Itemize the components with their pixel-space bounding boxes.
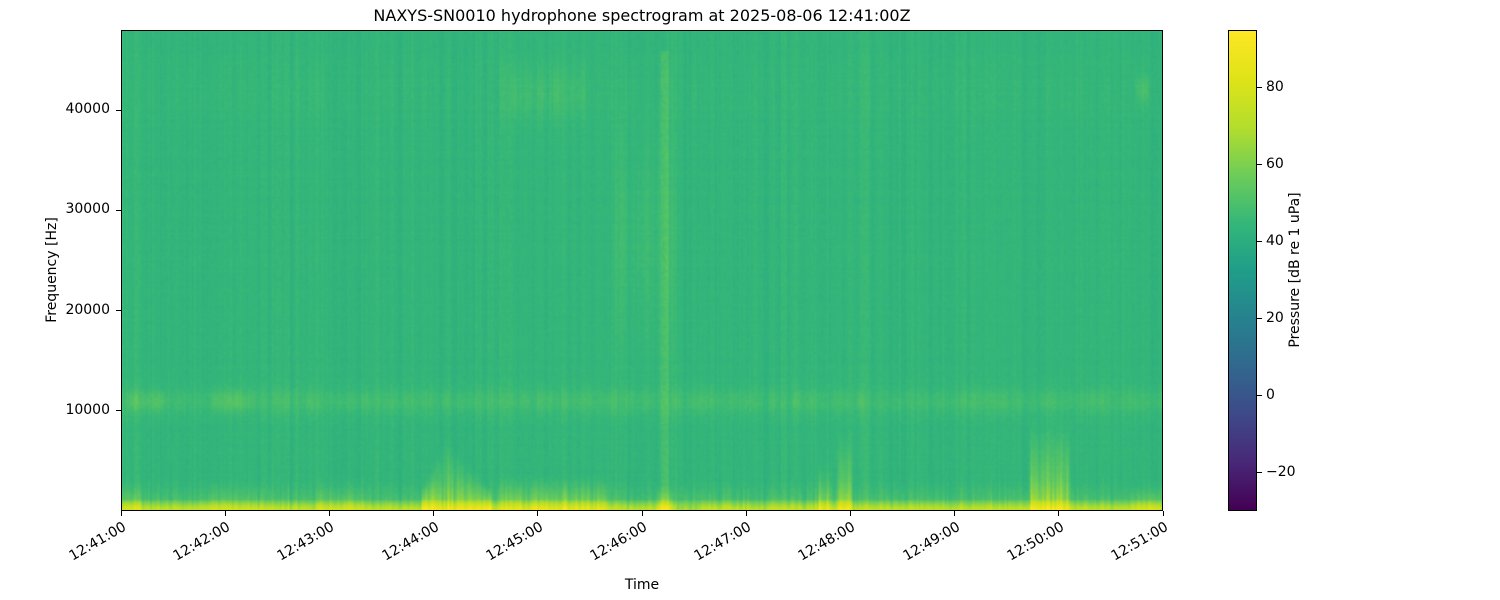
chart-title: NAXYS-SN0010 hydrophone spectrogram at 2… [373, 6, 911, 25]
x-tick-mark [849, 511, 851, 516]
x-tick-mark [120, 511, 122, 516]
colorbar-tick-mark [1257, 472, 1262, 474]
y-tick-mark [116, 310, 121, 312]
x-axis-label: Time [624, 577, 660, 593]
x-tick-mark [641, 511, 643, 516]
x-tick-mark [1162, 511, 1164, 516]
colorbar-tick-label: −20 [1266, 463, 1296, 480]
colorbar [1228, 30, 1257, 511]
y-tick-label: 30000 [65, 201, 110, 218]
colorbar-label: Pressure [dB re 1 uPa] [1287, 192, 1303, 348]
x-tick-mark [433, 511, 435, 516]
x-tick-mark [954, 511, 956, 516]
colorbar-tick-label: 0 [1266, 386, 1275, 403]
y-tick-mark [116, 109, 121, 111]
y-tick-label: 40000 [65, 101, 110, 118]
x-tick-mark [537, 511, 539, 516]
y-tick-mark [116, 209, 121, 211]
colorbar-tick-label: 20 [1266, 309, 1284, 326]
colorbar-gradient [1229, 31, 1256, 510]
spectrogram-heatmap [122, 31, 1162, 510]
colorbar-tick-mark [1257, 164, 1262, 166]
x-tick-mark [1058, 511, 1060, 516]
colorbar-tick-mark [1257, 395, 1262, 397]
y-tick-label: 10000 [65, 401, 110, 418]
colorbar-tick-label: 80 [1266, 78, 1284, 95]
colorbar-tick-label: 60 [1266, 155, 1284, 172]
x-tick-mark [745, 511, 747, 516]
y-tick-label: 20000 [65, 301, 110, 318]
colorbar-tick-mark [1257, 241, 1262, 243]
y-tick-mark [116, 410, 121, 412]
colorbar-tick-mark [1257, 87, 1262, 89]
colorbar-tick-mark [1257, 318, 1262, 320]
colorbar-tick-label: 40 [1266, 232, 1284, 249]
x-tick-mark [224, 511, 226, 516]
plot-area [121, 30, 1163, 511]
x-tick-mark [328, 511, 330, 516]
